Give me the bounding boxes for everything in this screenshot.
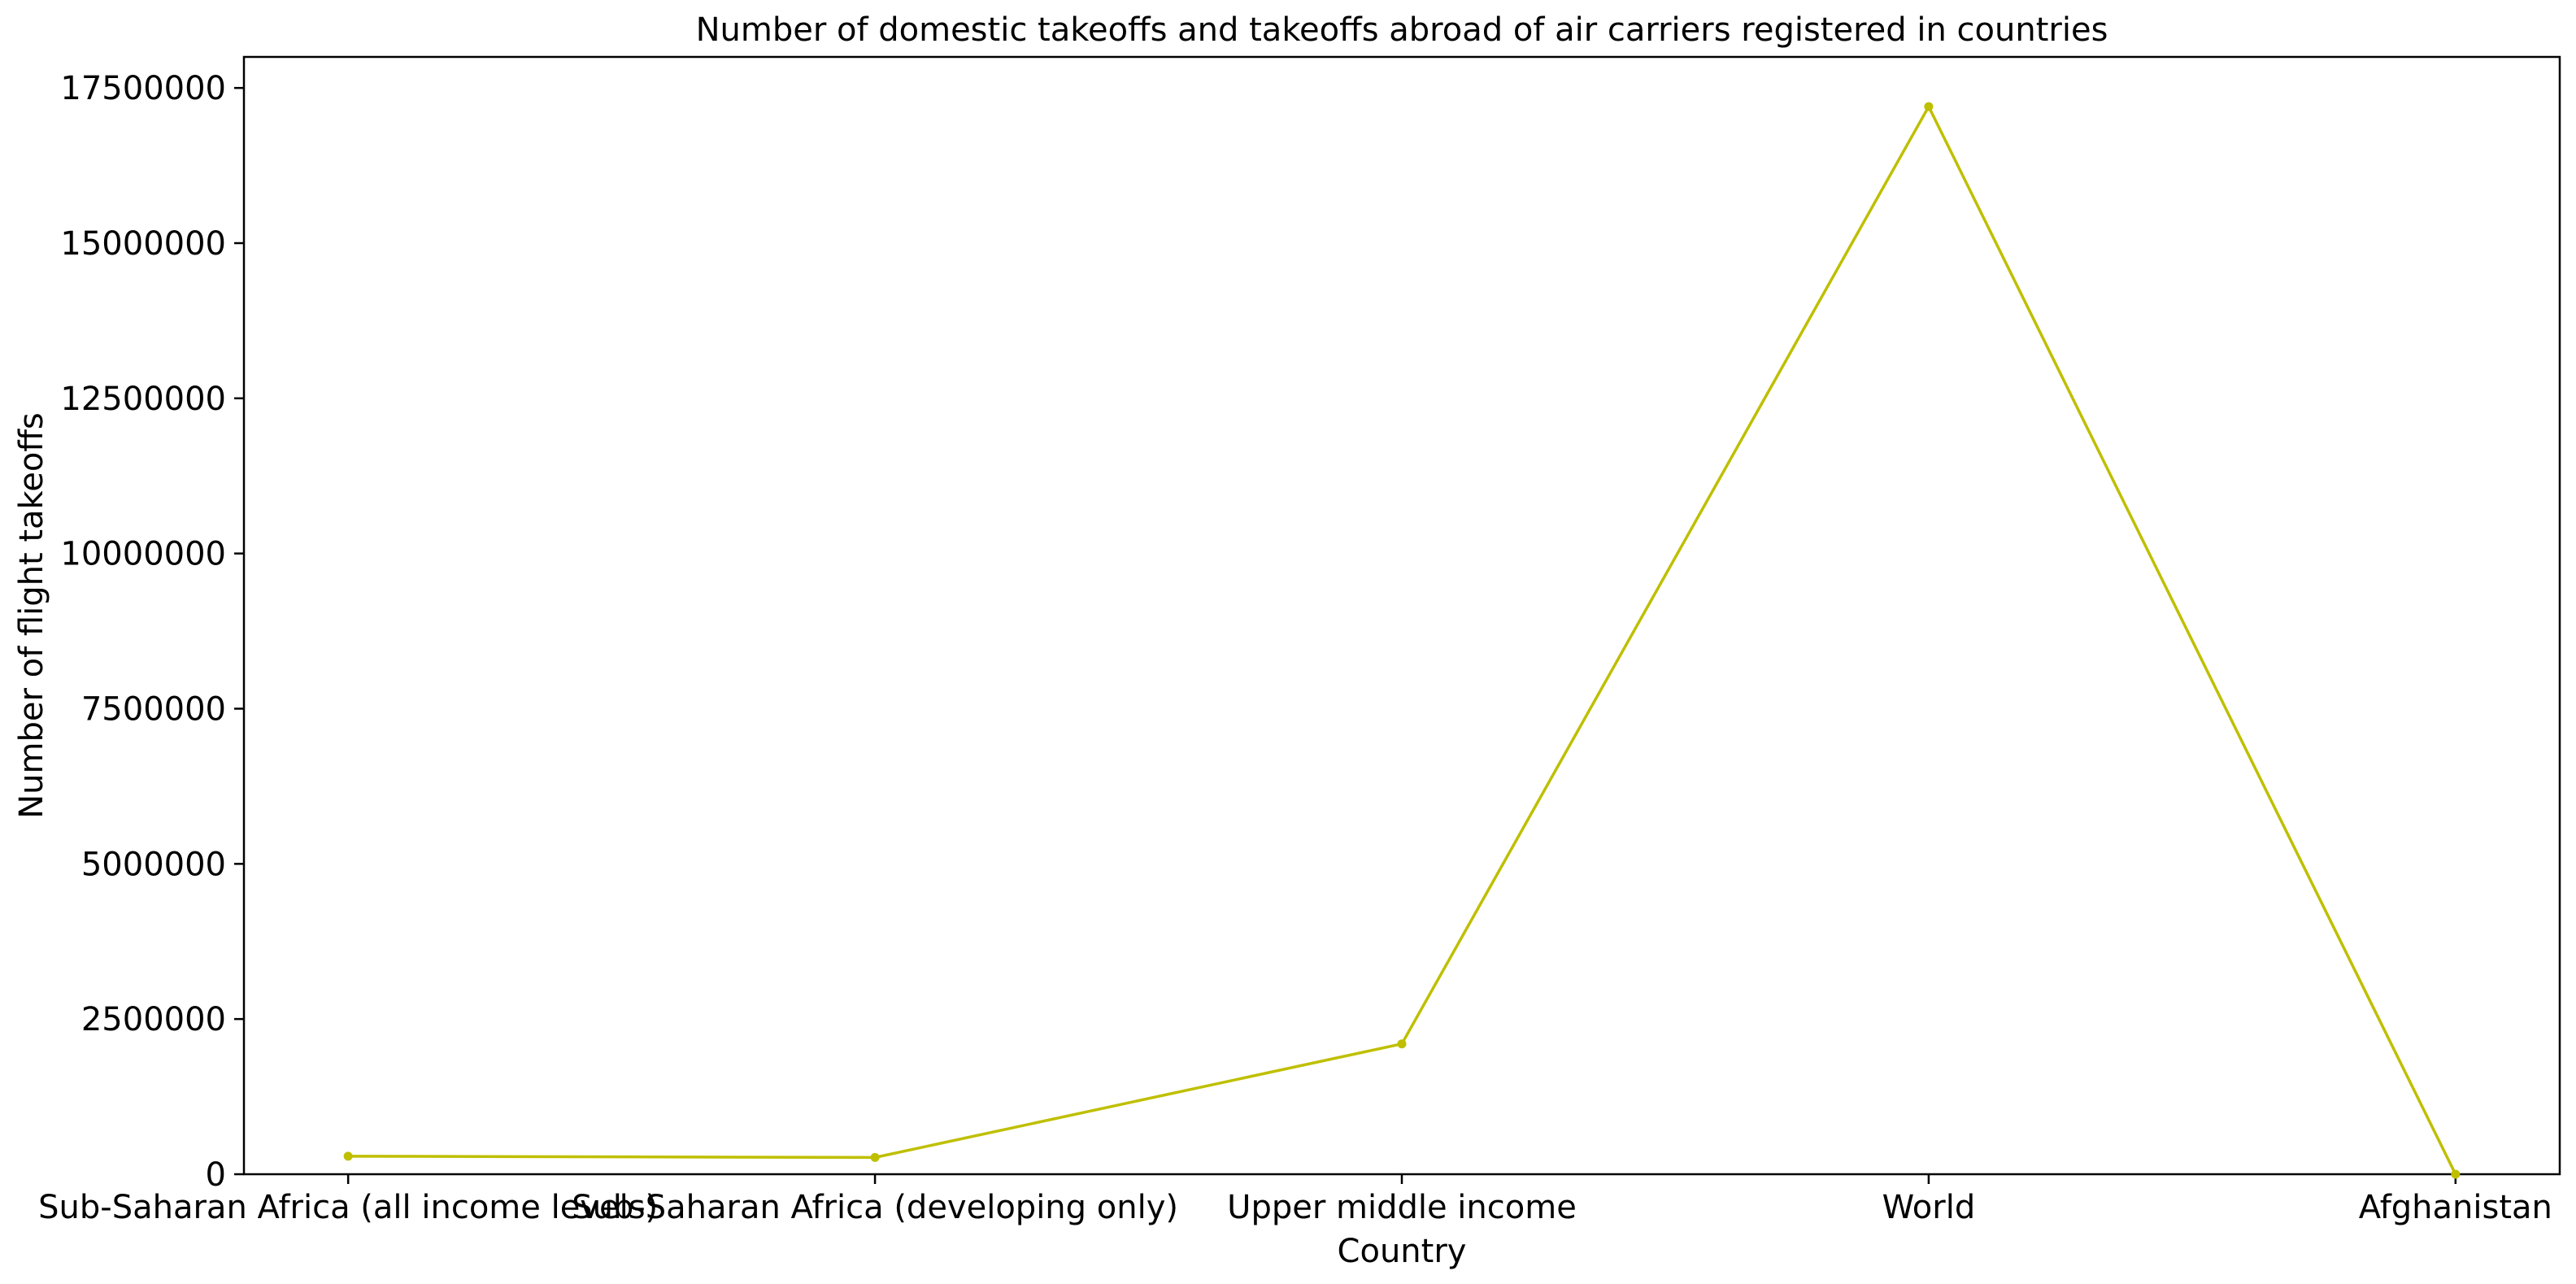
y-tick-label: 5000000: [81, 846, 226, 883]
x-tick-label: Afghanistan: [2359, 1189, 2552, 1226]
y-tick-label: 2500000: [81, 1001, 226, 1038]
x-axis-ticks: Sub-Saharan Africa (all income levels)Su…: [38, 1174, 2552, 1226]
data-point: [870, 1152, 880, 1162]
x-tick-label: Upper middle income: [1227, 1189, 1577, 1226]
data-point: [1397, 1039, 1407, 1049]
data-point: [343, 1151, 353, 1161]
y-tick-label: 10000000: [60, 536, 226, 573]
y-axis-ticks: 0 2500000 5000000 7500000 10000000 12500000 15…: [60, 70, 244, 1194]
x-tick-label: Sub-Saharan Africa (developing only): [572, 1189, 1178, 1226]
x-tick-label: Sub-Saharan Africa (all income levels): [38, 1189, 658, 1226]
chart-title: Number of domestic takeoffs and takeoffs…: [696, 11, 2108, 49]
y-tick-label: 15000000: [60, 225, 226, 263]
series-markers: [343, 102, 2461, 1179]
y-tick-label: 12500000: [60, 381, 226, 418]
y-tick-label: 0: [206, 1156, 226, 1194]
x-axis-label: Country: [1338, 1233, 1467, 1270]
y-tick-label: 7500000: [81, 691, 226, 729]
y-axis-label: Number of flight takeoffs: [13, 412, 50, 819]
x-tick-label: World: [1882, 1189, 1976, 1226]
data-point: [1924, 102, 1934, 111]
y-tick-label: 17500000: [60, 70, 226, 107]
data-point: [2451, 1169, 2461, 1179]
